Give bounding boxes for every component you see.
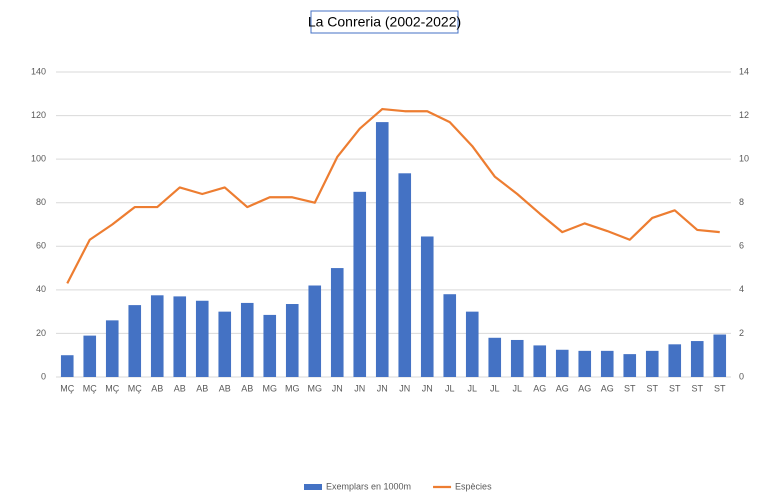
bar — [263, 314, 277, 377]
x-tick-label: ST — [624, 383, 636, 393]
x-tick-label: AB — [174, 383, 186, 393]
y-tick-label: 120 — [31, 110, 46, 120]
x-tick-label: AB — [196, 383, 208, 393]
x-tick-label: ST — [691, 383, 703, 393]
bar — [510, 339, 524, 377]
y-tick-label: 100 — [31, 154, 46, 164]
x-tick-label: MG — [285, 383, 300, 393]
y2-tick-label: 0 — [739, 371, 744, 381]
x-tick-label: MG — [308, 383, 323, 393]
y2-tick-label: 4 — [739, 284, 744, 294]
x-tick-label: MG — [263, 383, 278, 393]
legend-swatch — [304, 484, 322, 490]
chart-title: La Conreria (2002-2022) — [308, 14, 461, 30]
bar — [195, 300, 209, 377]
bar — [555, 349, 569, 377]
y2-tick-label: 14 — [739, 66, 749, 76]
x-tick-label: JN — [332, 383, 343, 393]
x-tick-label: AB — [151, 383, 163, 393]
x-tick-label: JN — [377, 383, 388, 393]
bar — [330, 268, 344, 377]
bar — [713, 334, 727, 377]
x-tick-label: JN — [422, 383, 433, 393]
bar — [218, 311, 232, 377]
x-tick-label: MÇ — [128, 383, 142, 393]
x-tick-label: MÇ — [60, 383, 74, 393]
bar — [488, 337, 502, 377]
bar — [398, 173, 412, 377]
y-tick-label: 0 — [41, 371, 46, 381]
x-tick-label: AG — [533, 383, 546, 393]
x-tick-label: AG — [556, 383, 569, 393]
x-tick-label: JN — [354, 383, 365, 393]
y-tick-label: 20 — [36, 328, 46, 338]
y-tick-label: 60 — [36, 241, 46, 251]
x-tick-label: JL — [490, 383, 500, 393]
bar — [443, 294, 457, 377]
bar — [375, 122, 389, 377]
bar — [60, 355, 74, 377]
x-tick-label: MÇ — [105, 383, 119, 393]
x-tick-label: ST — [714, 383, 726, 393]
bar — [83, 335, 97, 377]
y-tick-label: 40 — [36, 284, 46, 294]
bar — [600, 350, 614, 377]
bar — [690, 341, 704, 377]
x-tick-label: ST — [669, 383, 681, 393]
bar — [128, 305, 142, 377]
x-tick-label: AB — [241, 383, 253, 393]
y-tick-label: 80 — [36, 197, 46, 207]
bar — [623, 354, 637, 377]
bar — [465, 311, 479, 377]
bar — [533, 345, 547, 377]
bar — [353, 191, 367, 377]
bar — [150, 295, 164, 377]
bar — [578, 350, 592, 377]
y2-tick-label: 2 — [739, 328, 744, 338]
title-box — [310, 10, 459, 34]
x-tick-label: AG — [578, 383, 591, 393]
bar — [668, 344, 682, 377]
y-tick-label: 140 — [31, 66, 46, 76]
legend-label: Espècies — [455, 481, 492, 491]
y2-tick-label: 12 — [739, 110, 749, 120]
y2-tick-label: 10 — [739, 154, 749, 164]
x-tick-label: JL — [467, 383, 477, 393]
x-tick-label: JL — [445, 383, 455, 393]
x-tick-label: AB — [219, 383, 231, 393]
x-tick-label: ST — [646, 383, 658, 393]
bar — [105, 320, 119, 377]
bar — [173, 296, 187, 377]
bar — [240, 302, 254, 377]
y2-tick-label: 6 — [739, 241, 744, 251]
x-tick-label: JN — [399, 383, 410, 393]
bar — [308, 285, 322, 377]
bar — [285, 304, 299, 377]
y2-tick-label: 8 — [739, 197, 744, 207]
legend-label: Exemplars en 1000m — [326, 481, 411, 491]
line — [66, 107, 720, 284]
bar — [420, 236, 434, 377]
bar — [645, 350, 659, 377]
x-tick-label: MÇ — [83, 383, 97, 393]
x-tick-label: JL — [512, 383, 522, 393]
x-tick-label: AG — [601, 383, 614, 393]
